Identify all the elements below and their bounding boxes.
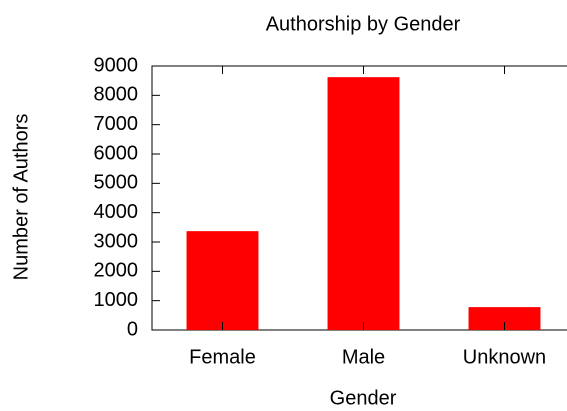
x-axis-label: Gender (330, 387, 397, 409)
x-tick-label: Unknown (463, 346, 546, 368)
y-tick-label: 0 (127, 318, 138, 340)
y-tick-label: 1000 (94, 289, 139, 311)
y-tick-label: 6000 (94, 142, 139, 164)
chart-title: Authorship by Gender (266, 13, 461, 35)
y-tick-label: 5000 (94, 172, 139, 194)
bar (186, 231, 259, 330)
x-tick-label: Female (189, 346, 256, 368)
y-axis-label: Number of Authors (10, 114, 32, 281)
y-tick-label: 9000 (94, 54, 139, 76)
y-tick-label: 4000 (94, 201, 139, 223)
bar (327, 77, 400, 330)
x-tick-label: Male (342, 346, 385, 368)
y-tick-label: 8000 (94, 84, 139, 106)
bar (468, 307, 541, 330)
y-tick-label: 2000 (94, 260, 139, 282)
y-tick-label: 3000 (94, 230, 139, 252)
y-tick-label: 7000 (94, 113, 139, 135)
